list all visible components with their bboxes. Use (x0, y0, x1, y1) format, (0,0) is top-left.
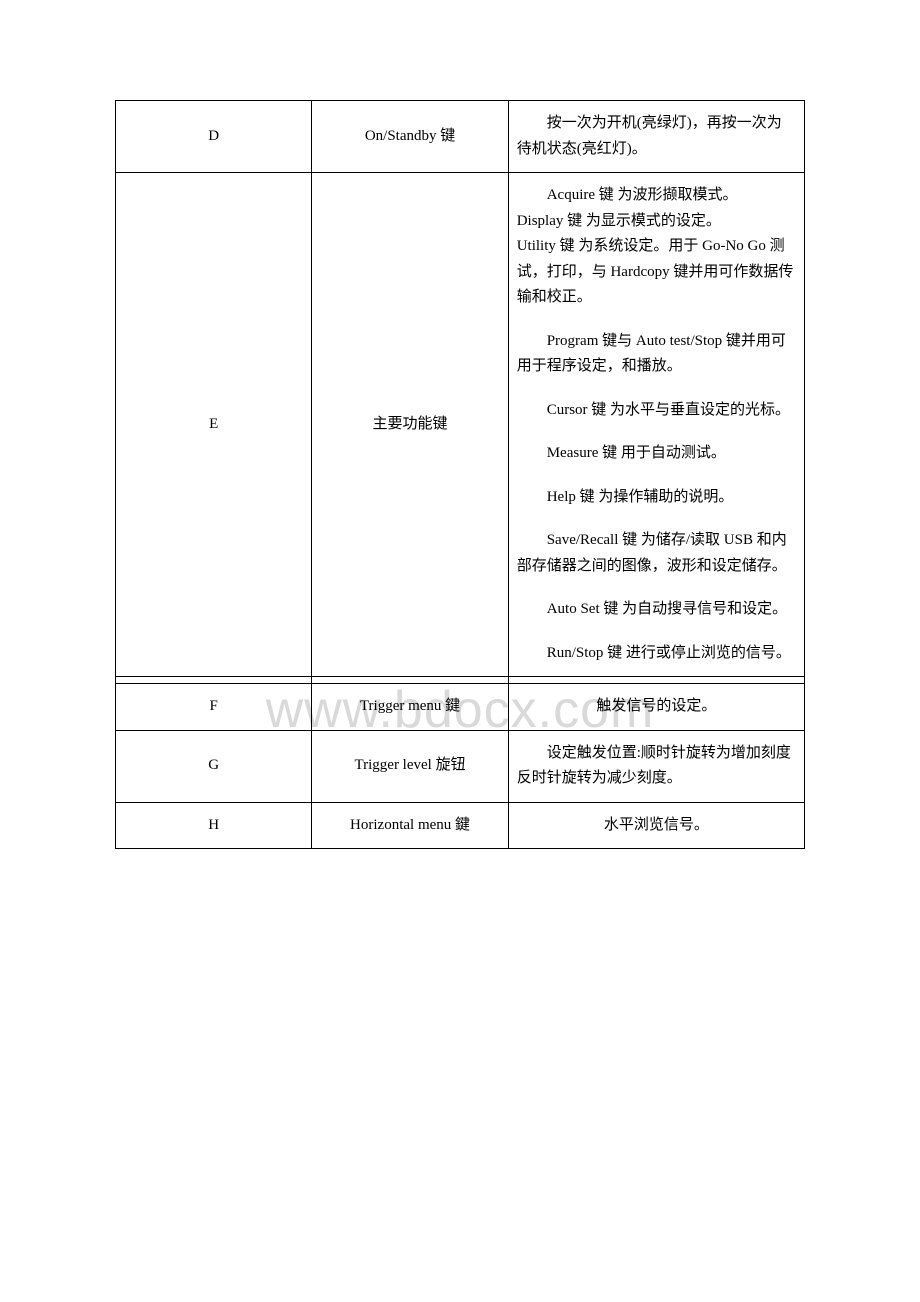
spacer-cell (312, 677, 508, 684)
cell-id: H (116, 802, 312, 849)
desc-block: Save/Recall 键 为储存/读取 USB 和内部存储器之间的图像，波形和… (517, 528, 796, 579)
spacer-cell (508, 677, 804, 684)
cell-desc: Acquire 键 为波形撷取模式。 Display 键 为显示模式的设定。 U… (508, 173, 804, 677)
desc-paragraph: 设定触发位置:顺时针旋转为增加刻度反时针旋转为减少刻度。 (517, 741, 796, 792)
table-spacer-row (116, 677, 805, 684)
cell-desc: 按一次为开机(亮绿灯)，再按一次为待机状态(亮红灯)。 (508, 101, 804, 173)
cell-id: E (116, 173, 312, 677)
spacer-cell (116, 677, 312, 684)
cell-id: F (116, 684, 312, 731)
cell-label: Horizontal menu 鍵 (312, 802, 508, 849)
desc-paragraph: 按一次为开机(亮绿灯)，再按一次为待机状态(亮红灯)。 (517, 111, 796, 162)
desc-block: Program 键与 Auto test/Stop 键并用可用于程序设定，和播放… (517, 329, 796, 380)
cell-desc: 设定触发位置:顺时针旋转为增加刻度反时针旋转为减少刻度。 (508, 730, 804, 802)
cell-label: Trigger level 旋钮 (312, 730, 508, 802)
cell-desc: 触发信号的设定。 (508, 684, 804, 731)
desc-block: Run/Stop 键 进行或停止浏览的信号。 (517, 641, 796, 667)
desc-block: Measure 键 用于自动测试。 (517, 441, 796, 467)
table-row: D On/Standby 键 按一次为开机(亮绿灯)，再按一次为待机状态(亮红灯… (116, 101, 805, 173)
desc-block: Cursor 键 为水平与垂直设定的光标。 (517, 398, 796, 424)
cell-label: 主要功能键 (312, 173, 508, 677)
document-page: D On/Standby 键 按一次为开机(亮绿灯)，再按一次为待机状态(亮红灯… (0, 0, 920, 849)
cell-id: G (116, 730, 312, 802)
cell-id: D (116, 101, 312, 173)
cell-desc: 水平浏览信号。 (508, 802, 804, 849)
table-row: F Trigger menu 鍵 触发信号的设定。 (116, 684, 805, 731)
desc-block: Help 键 为操作辅助的说明。 (517, 485, 796, 511)
desc-block: Auto Set 键 为自动搜寻信号和设定。 (517, 597, 796, 623)
table-row: H Horizontal menu 鍵 水平浏览信号。 (116, 802, 805, 849)
table-row: G Trigger level 旋钮 设定触发位置:顺时针旋转为增加刻度反时针旋… (116, 730, 805, 802)
cell-label: Trigger menu 鍵 (312, 684, 508, 731)
cell-label: On/Standby 键 (312, 101, 508, 173)
table-row: E 主要功能键 Acquire 键 为波形撷取模式。 Display 键 为显示… (116, 173, 805, 677)
reference-table: D On/Standby 键 按一次为开机(亮绿灯)，再按一次为待机状态(亮红灯… (115, 100, 805, 849)
desc-block: Acquire 键 为波形撷取模式。 Display 键 为显示模式的设定。 U… (517, 183, 796, 311)
